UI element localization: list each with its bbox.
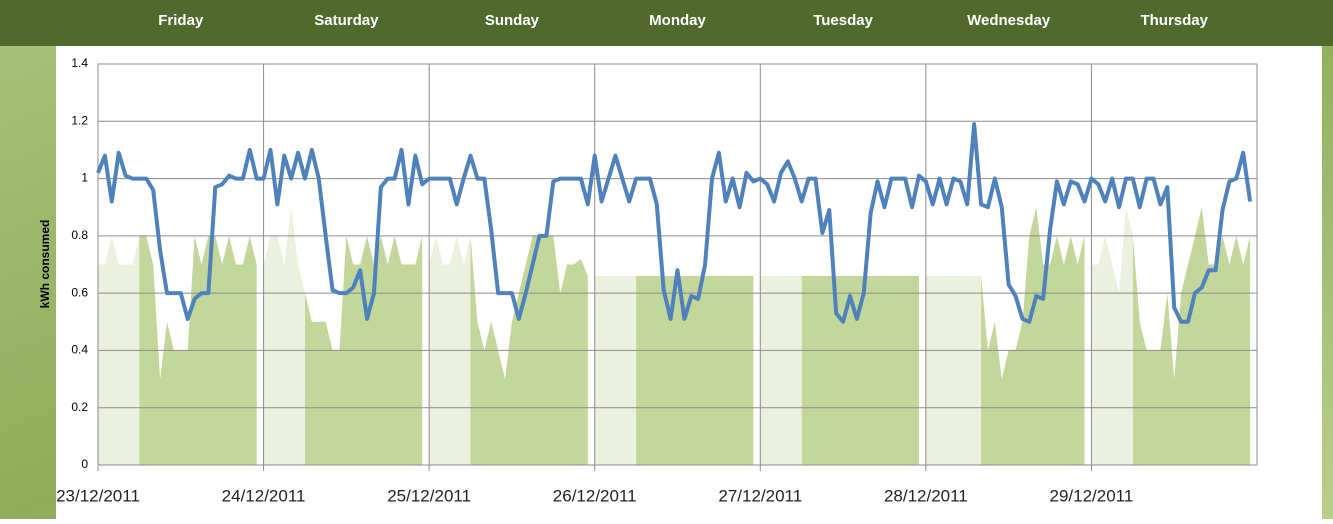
y-axis-label: kWh consumed — [38, 220, 52, 309]
day-label: Thursday — [1140, 12, 1208, 29]
y-tick-label: 0.2 — [71, 400, 88, 414]
day-label: Sunday — [485, 12, 540, 29]
day-label: Tuesday — [813, 12, 873, 29]
x-tick-label: 24/12/2011 — [222, 486, 306, 505]
day-label: Wednesday — [967, 12, 1051, 29]
x-tick-label: 29/12/2011 — [1050, 486, 1134, 505]
x-tick-label: 25/12/2011 — [387, 486, 471, 505]
x-tick-label: 27/12/2011 — [718, 486, 802, 505]
plot-border — [97, 63, 1258, 466]
day-label: Friday — [158, 12, 204, 29]
y-tick-label: 0.4 — [71, 343, 88, 357]
day-label: Saturday — [314, 12, 379, 29]
y-tick-label: 0.6 — [71, 285, 88, 299]
x-tick-label: 28/12/2011 — [884, 486, 968, 505]
area — [98, 207, 1133, 465]
area — [139, 207, 1251, 465]
x-tick-label: 23/12/2011 — [56, 486, 140, 505]
y-tick-label: 1.4 — [71, 56, 88, 70]
y-tick-label: 0 — [81, 457, 88, 471]
header-band — [0, 0, 1333, 46]
line — [96, 122, 1253, 324]
y-tick-label: 1.2 — [71, 113, 88, 127]
x-tick-label: 26/12/2011 — [553, 486, 637, 505]
y-tick-label: 1 — [81, 171, 88, 185]
day-label: Monday — [649, 12, 706, 29]
y-tick-label: 0.8 — [71, 228, 88, 242]
